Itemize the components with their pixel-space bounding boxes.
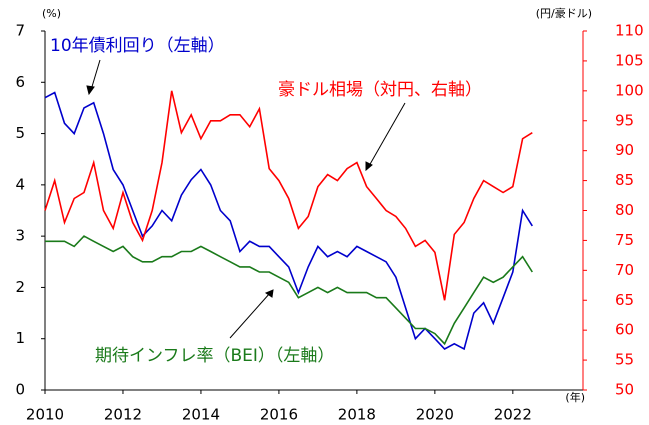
y-tick-label: 7	[15, 22, 25, 40]
arrow	[368, 102, 406, 167]
arrow-head	[264, 289, 274, 298]
y-unit-label: (%)	[42, 7, 61, 20]
y2-tick-label: 50	[615, 381, 634, 399]
x-tick-label: 2022	[494, 406, 532, 424]
line-series	[44, 91, 533, 351]
y2-tick-label: 85	[615, 171, 634, 189]
y2-tick-label: 80	[615, 201, 634, 219]
annotation: 10年債利回り（左軸）	[50, 36, 225, 56]
y2-tick-label: 65	[615, 291, 634, 309]
x-tick-label: 2016	[260, 406, 298, 424]
annotation: 豪ドル相場（対円、右軸）	[278, 79, 482, 100]
y-tick-label: 3	[15, 227, 25, 245]
x-tick-label: 2014	[182, 406, 220, 424]
y2-tick-label: 100	[615, 81, 644, 99]
arrow	[229, 292, 271, 339]
y2-tick-label: 70	[615, 261, 634, 279]
y2-tick-label: 60	[615, 321, 634, 339]
arrow-head	[365, 161, 373, 172]
line-series	[45, 235, 533, 346]
y2-tick-label: 90	[615, 141, 634, 159]
x-unit-label: (年)	[565, 390, 585, 404]
y-tick-label: 2	[15, 278, 25, 296]
y-tick-label: 6	[15, 73, 25, 91]
arrow	[90, 59, 101, 91]
y-tick-label: 5	[15, 124, 25, 142]
y2-tick-label: 105	[615, 51, 644, 69]
y-tick-label: 1	[15, 329, 25, 347]
arrows	[86, 59, 406, 339]
y2-tick-label: 110	[615, 22, 644, 40]
line-series	[44, 90, 533, 301]
arrow-head	[86, 85, 95, 96]
y2-tick-label: 75	[615, 231, 634, 249]
y-tick-label: 4	[15, 175, 25, 193]
x-tick-label: 2010	[26, 406, 64, 424]
annotation: 期待インフレ率（BEI）（左軸）	[95, 346, 334, 366]
y-tick-label: 0	[15, 381, 25, 399]
y2-unit-label: (円/豪ドル)	[536, 6, 592, 20]
x-tick-label: 2018	[338, 406, 376, 424]
y2-tick-label: 55	[615, 351, 634, 369]
x-tick-label: 2020	[416, 406, 454, 424]
y2-tick-label: 95	[615, 111, 634, 129]
x-tick-label: 2012	[104, 406, 142, 424]
